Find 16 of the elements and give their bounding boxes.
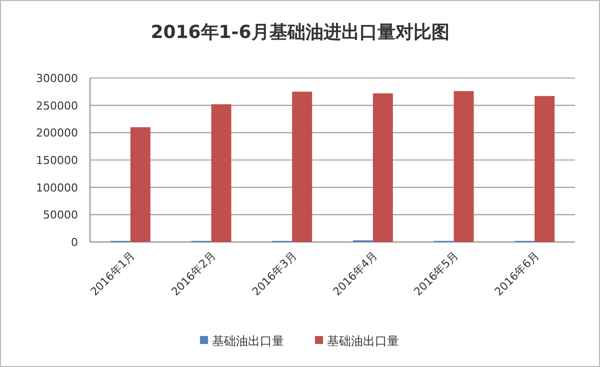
- y-tick-label: 0: [71, 236, 78, 249]
- y-tick-label: 150000: [36, 154, 78, 167]
- y-tick-label: 200000: [36, 126, 78, 140]
- bar: [454, 91, 474, 242]
- bar: [292, 92, 312, 242]
- legend-label: 基础油出口量: [212, 334, 284, 348]
- y-tick-label: 50000: [43, 208, 78, 222]
- legend-label: 基础油出口量: [327, 334, 399, 348]
- chart-title: 2016年1-6月基础油进出口量对比图: [150, 22, 450, 43]
- bar: [211, 104, 232, 242]
- y-tick-label: 300000: [36, 72, 78, 85]
- bar: [130, 127, 150, 242]
- y-tick-label: 250000: [36, 99, 78, 112]
- bar: [534, 96, 555, 242]
- bar: [372, 93, 393, 242]
- y-tick-label: 100000: [36, 181, 78, 194]
